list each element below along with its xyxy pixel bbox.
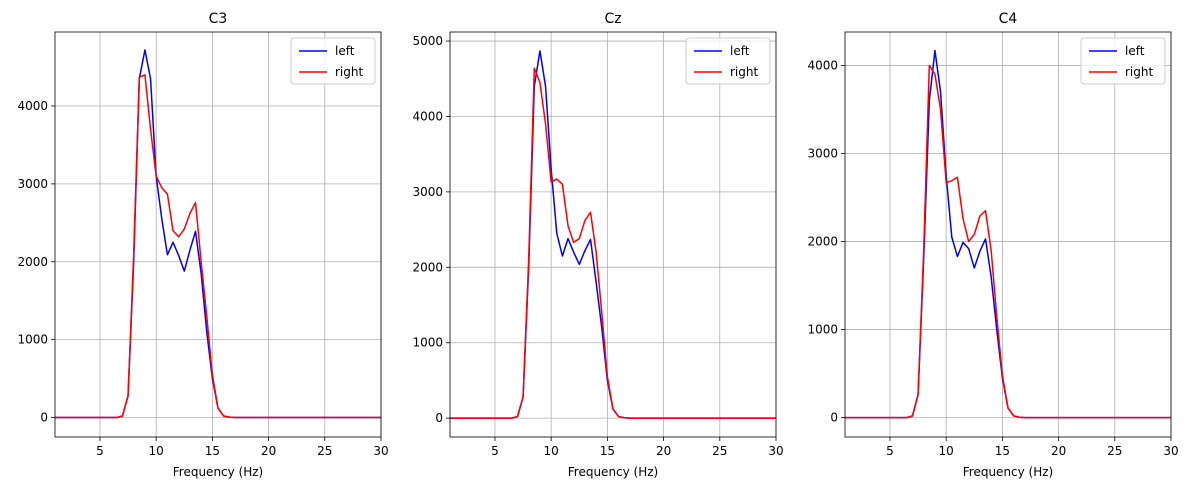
x-axis-label: Frequency (Hz) <box>963 465 1054 479</box>
plot-frame <box>449 31 777 438</box>
y-tick-label: 2000 <box>17 255 48 269</box>
series-line-left <box>450 50 776 419</box>
panel-title: C3 <box>209 11 228 27</box>
legend-label-left: left <box>1125 44 1145 58</box>
x-tick-label: 10 <box>149 444 164 458</box>
y-tick-label: 5000 <box>412 34 443 48</box>
series-line-left <box>55 49 381 419</box>
legend: left right <box>1080 37 1166 85</box>
series-line-right <box>55 74 381 419</box>
x-tick-label: 15 <box>600 444 615 458</box>
legend: left right <box>290 37 376 85</box>
legend-label-right: right <box>335 65 363 79</box>
y-tick-label: 1000 <box>17 333 48 347</box>
legend-label-right: right <box>730 65 758 79</box>
x-tick-label: 10 <box>939 444 954 458</box>
x-tick-label: 15 <box>205 444 220 458</box>
series-line-right <box>450 67 776 419</box>
chart-panel-c3: C3 Frequency (Hz) 5 10 15 20 25 30 0 1000 2000 30… <box>17 11 388 479</box>
x-tick-label: 5 <box>491 444 499 458</box>
y-tick-label: 1000 <box>412 336 443 350</box>
x-tick-label: 30 <box>1163 444 1178 458</box>
x-tick-label: 20 <box>1051 444 1066 458</box>
x-tick-label: 20 <box>656 444 671 458</box>
legend-label-left: left <box>335 44 355 58</box>
x-tick-label: 25 <box>712 444 727 458</box>
plot-frame <box>844 31 1172 438</box>
y-tick-label: 1000 <box>807 323 838 337</box>
x-tick-label: 25 <box>317 444 332 458</box>
y-tick-label: 0 <box>830 411 838 425</box>
x-tick-label: 5 <box>886 444 894 458</box>
chart-panel-cz: Cz Frequency (Hz) 5 10 15 20 25 30 0 1000 2000 30… <box>412 11 783 479</box>
x-tick-label: 5 <box>96 444 104 458</box>
panel-title: Cz <box>604 11 621 27</box>
series-line-left <box>845 49 1171 419</box>
x-tick-label: 30 <box>373 444 388 458</box>
y-tick-label: 4000 <box>412 109 443 123</box>
panel-title: C4 <box>999 11 1018 27</box>
legend: left right <box>685 37 771 85</box>
x-tick-label: 10 <box>544 444 559 458</box>
x-tick-label: 20 <box>261 444 276 458</box>
x-axis-label: Frequency (Hz) <box>568 465 659 479</box>
chart-panel-c4: C4 Frequency (Hz) 5 10 15 20 25 30 0 1000 2000 30… <box>807 11 1178 479</box>
y-tick-label: 4000 <box>17 99 48 113</box>
y-tick-label: 0 <box>435 411 443 425</box>
y-tick-label: 2000 <box>807 235 838 249</box>
series-line-right <box>845 64 1171 419</box>
x-axis-label: Frequency (Hz) <box>173 465 264 479</box>
y-tick-label: 2000 <box>412 260 443 274</box>
x-tick-label: 30 <box>768 444 783 458</box>
x-tick-label: 25 <box>1107 444 1122 458</box>
plot-frame <box>54 31 382 438</box>
legend-label-left: left <box>730 44 750 58</box>
y-tick-label: 4000 <box>807 58 838 72</box>
y-tick-label: 3000 <box>412 185 443 199</box>
x-tick-label: 15 <box>995 444 1010 458</box>
y-tick-label: 3000 <box>17 177 48 191</box>
y-tick-label: 0 <box>40 411 48 425</box>
y-tick-label: 3000 <box>807 147 838 161</box>
legend-label-right: right <box>1125 65 1153 79</box>
